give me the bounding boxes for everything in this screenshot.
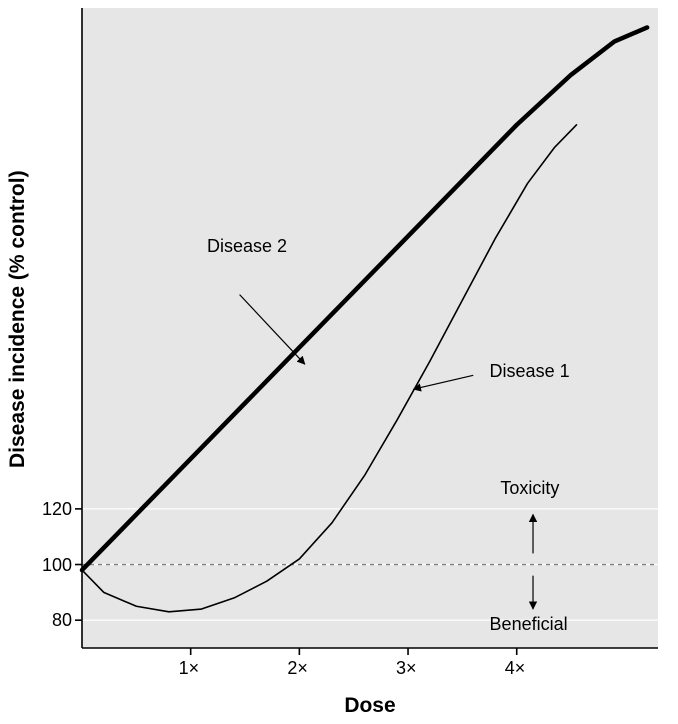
- y-tick-label: 100: [42, 555, 72, 576]
- x-tick-label: 1×: [179, 658, 200, 679]
- x-tick-label: 3×: [396, 658, 417, 679]
- beneficial-label: Beneficial: [490, 614, 568, 635]
- y-tick-label: 120: [42, 499, 72, 520]
- x-tick-label: 2×: [287, 658, 308, 679]
- disease1-label: Disease 1: [490, 361, 570, 382]
- y-tick-label: 80: [52, 610, 72, 631]
- dose-response-chart: Disease incidence (% control) Dose 80 100…: [0, 0, 678, 724]
- chart-svg: [0, 0, 678, 724]
- x-tick-label: 4×: [505, 658, 526, 679]
- toxicity-label: Toxicity: [500, 478, 559, 499]
- y-axis-label: Disease incidence (% control): [6, 170, 30, 468]
- disease2-label: Disease 2: [207, 236, 287, 257]
- x-axis-label: Dose: [82, 694, 658, 718]
